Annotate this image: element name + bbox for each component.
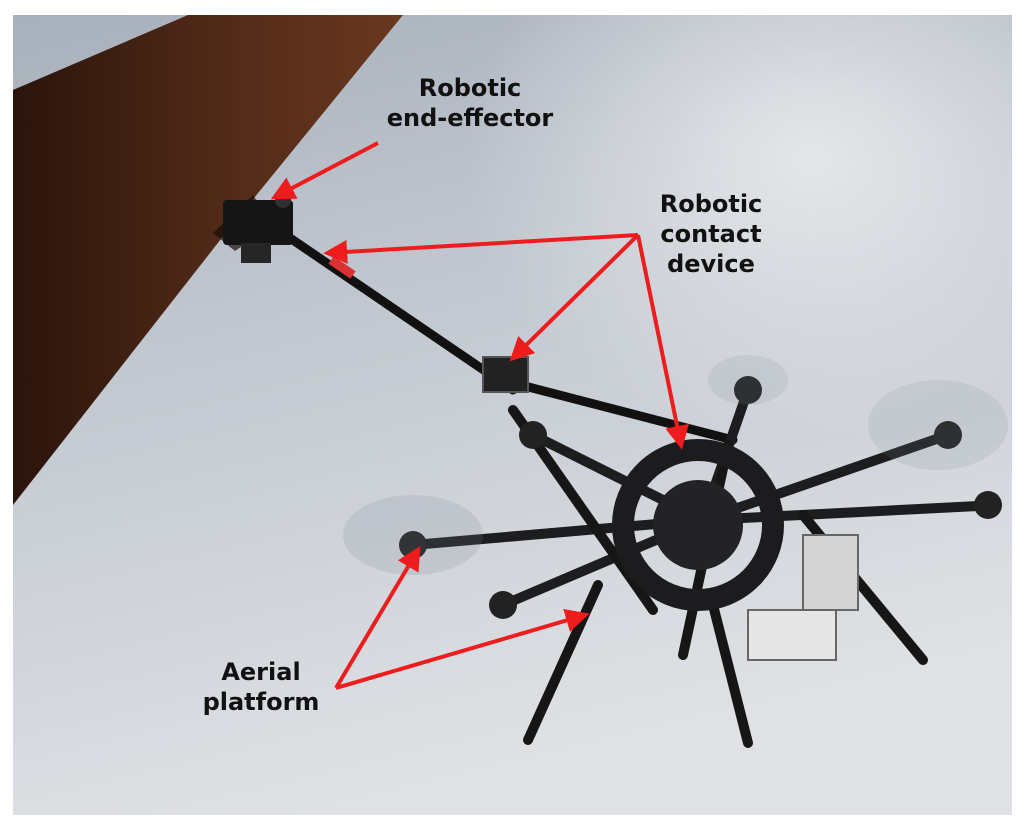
robotic-contact-arm (263, 218, 738, 445)
label-line: Robotic (418, 74, 522, 102)
label-line: Robotic (659, 190, 763, 218)
annotation-arrows (270, 141, 689, 690)
label-robotic-contact-device: Robotic contact device (621, 189, 801, 279)
end-effector (223, 192, 293, 263)
label-line: device (667, 250, 755, 278)
label-line: contact (660, 220, 762, 248)
label-line: platform (202, 688, 320, 716)
label-line: Aerial (221, 658, 301, 686)
aerial-platform (343, 355, 1008, 748)
photo-figure (13, 15, 1012, 815)
label-robotic-end-effector: Robotic end-effector (370, 73, 570, 133)
pipe-structure (13, 15, 403, 505)
label-aerial-platform: Aerial platform (176, 657, 346, 717)
label-line: end-effector (386, 104, 554, 132)
drone-photo (13, 15, 1012, 815)
